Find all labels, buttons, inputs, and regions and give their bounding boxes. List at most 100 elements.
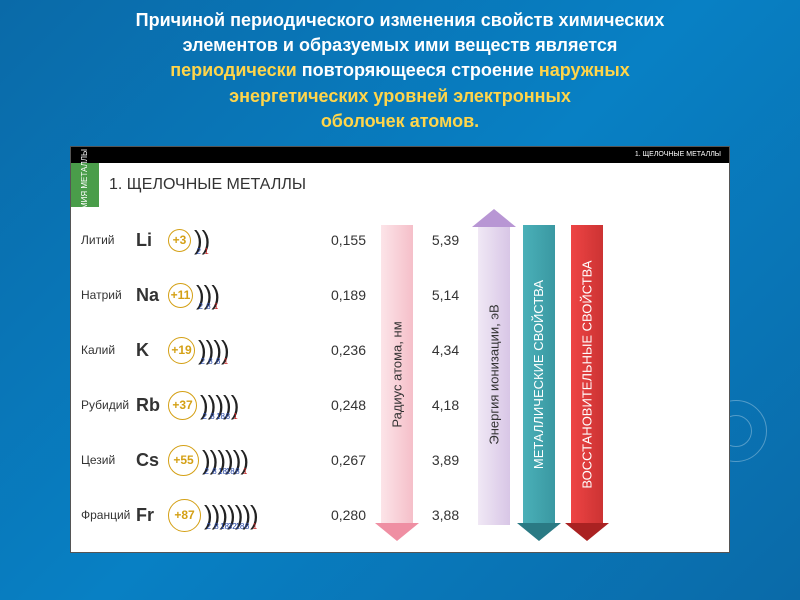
nucleus-badge: +87 <box>168 499 201 532</box>
data-value: 0,155 <box>331 213 366 268</box>
element-symbol: Li <box>136 230 168 251</box>
shell-electron-count: 1 <box>214 302 218 311</box>
shell-electron-count: 8 <box>226 412 230 421</box>
section-title: ХИМИЯ МЕТАЛЛЫ 1. ЩЕЛОЧНЫЕ МЕТАЛЛЫ <box>71 163 729 207</box>
page-title: Причиной периодического изменения свойст… <box>0 0 800 146</box>
element-symbol: Na <box>136 285 168 306</box>
ionization-arrow: Энергия ионизации, эВ <box>476 213 512 543</box>
shell-electron-count: 2 <box>203 412 207 421</box>
arrow-head-icon <box>375 523 419 541</box>
element-row: ЛитийLi+3 )2)1 <box>81 213 321 268</box>
metallic-arrow-body: МЕТАЛЛИЧЕСКИЕ СВОЙСТВА <box>523 225 555 525</box>
radius-arrow-body: Радиус атома, нм <box>381 225 413 525</box>
header-line3a: периодически <box>170 60 297 80</box>
element-symbol: K <box>136 340 168 361</box>
element-symbol: Cs <box>136 450 168 471</box>
electron-shell: )1 <box>211 282 220 308</box>
shell-electron-count: 2 <box>205 467 209 476</box>
shell-electron-count: 1 <box>204 247 208 256</box>
left-vertical-tab: ХИМИЯ МЕТАЛЛЫ <box>71 163 99 207</box>
header-line5: оболочек атомов. <box>321 111 479 131</box>
shell-electron-count: 8 <box>216 357 220 366</box>
electron-shells: )2)8)18)32)18)8)1 <box>205 502 259 528</box>
data-value: 0,248 <box>331 378 366 433</box>
nucleus-badge: +55 <box>168 445 199 476</box>
element-row: ЦезийCs+55)2)8)18)18)8)1 <box>81 433 321 488</box>
left-tab-label: ХИМИЯ МЕТАЛЛЫ <box>81 149 90 220</box>
chart-content: ЛитийLi+3)2)1НатрийNa+11)2)8)1КалийK+19)… <box>71 213 729 547</box>
header-line1: Причиной периодического изменения свойст… <box>136 10 665 30</box>
shell-electron-count: 2 <box>207 522 211 531</box>
radius-label: Радиус атома, нм <box>390 322 405 428</box>
electron-shells: )2)8)8)1 <box>199 337 230 363</box>
metallic-label: МЕТАЛЛИЧЕСКИЕ СВОЙСТВА <box>532 280 547 469</box>
electron-shells: )2)8)18)18)8)1 <box>203 447 249 473</box>
shell-electron-count: 1 <box>233 412 237 421</box>
element-rus-name: Калий <box>81 343 136 357</box>
nucleus-badge: +19 <box>168 337 195 364</box>
shell-electron-count: 2 <box>201 357 205 366</box>
nucleus-badge: +3 <box>168 229 191 252</box>
element-rus-name: Франций <box>81 508 136 522</box>
data-value: 5,39 <box>432 213 459 268</box>
electron-shell: )1 <box>240 447 249 473</box>
reducing-arrow: ВОССТАНОВИТЕЛЬНЫЕ СВОЙСТВА <box>566 213 608 543</box>
arrow-head-icon <box>517 523 561 541</box>
shell-electron-count: 8 <box>214 522 218 531</box>
section-number-title: 1. ЩЕЛОЧНЫЕ МЕТАЛЛЫ <box>109 176 306 194</box>
shell-electron-count: 1 <box>253 522 257 531</box>
element-rus-name: Рубидий <box>81 398 136 412</box>
element-row: НатрийNa+11)2)8)1 <box>81 268 321 323</box>
nucleus-badge: +37 <box>168 391 197 420</box>
data-value: 0,189 <box>331 268 366 323</box>
arrow-head-icon <box>565 523 609 541</box>
ionization-arrow-body: Энергия ионизации, эВ <box>478 225 510 525</box>
tabbar-text: 1. ЩЕЛОЧНЫЕ МЕТАЛЛЫ <box>635 151 721 158</box>
ionization-label: Энергия ионизации, эВ <box>487 305 502 445</box>
element-symbol: Fr <box>136 505 168 526</box>
ionization-values-column: 5,395,144,344,183,893,88 <box>418 213 473 543</box>
element-rus-name: Натрий <box>81 288 136 302</box>
arrow-head-icon <box>472 209 516 227</box>
shell-electron-count: 8 <box>208 357 212 366</box>
element-row: ФранцийFr+87)2)8)18)32)18)8)1 <box>81 488 321 543</box>
electron-shells: )2)1 <box>195 227 210 253</box>
data-value: 4,18 <box>432 378 459 433</box>
radius-arrow: Радиус атома, нм <box>379 213 415 543</box>
shell-electron-count: 8 <box>245 522 249 531</box>
element-rus-name: Литий <box>81 233 136 247</box>
electron-shells: )2)8)1 <box>197 282 220 308</box>
element-rus-name: Цезий <box>81 453 136 467</box>
metallic-arrow: МЕТАЛЛИЧЕСКИЕ СВОЙСТВА <box>518 213 560 543</box>
electron-shell: )1 <box>221 337 230 363</box>
element-symbol: Rb <box>136 395 168 416</box>
shell-electron-count: 1 <box>243 467 247 476</box>
element-row: РубидийRb+37)2)8)18)8)1 <box>81 378 321 433</box>
shell-electron-count: 2 <box>199 302 203 311</box>
electron-shell: )1 <box>231 392 240 418</box>
radius-values-column: 0,1550,1890,2360,2480,2670,280 <box>321 213 376 543</box>
element-row: КалийK+19)2)8)8)1 <box>81 323 321 378</box>
reducing-label: ВОССТАНОВИТЕЛЬНЫЕ СВОЙСТВА <box>580 261 595 489</box>
chart-sheet: 1. ЩЕЛОЧНЫЕ МЕТАЛЛЫ ХИМИЯ МЕТАЛЛЫ 1. ЩЕЛ… <box>70 146 730 553</box>
electron-shell: )1 <box>250 502 259 528</box>
shell-electron-count: 8 <box>206 302 210 311</box>
shell-electron-count: 8 <box>235 467 239 476</box>
element-list: ЛитийLi+3)2)1НатрийNa+11)2)8)1КалийK+19)… <box>81 213 321 543</box>
shell-electron-count: 1 <box>224 357 228 366</box>
reducing-arrow-body: ВОССТАНОВИТЕЛЬНЫЕ СВОЙСТВА <box>571 225 603 525</box>
data-value: 5,14 <box>432 268 459 323</box>
shell-electron-count: 8 <box>210 412 214 421</box>
tabbar: 1. ЩЕЛОЧНЫЕ МЕТАЛЛЫ <box>71 147 729 163</box>
data-value: 0,236 <box>331 323 366 378</box>
electron-shells: )2)8)18)8)1 <box>201 392 239 418</box>
data-value: 0,267 <box>331 433 366 488</box>
shell-electron-count: 2 <box>197 247 201 256</box>
data-value: 3,89 <box>432 433 459 488</box>
header-line4: энергетических уровней электронных <box>229 86 571 106</box>
nucleus-badge: +11 <box>168 283 193 308</box>
data-value: 0,280 <box>331 488 366 543</box>
shell-electron-count: 8 <box>212 467 216 476</box>
header-line3b: повторяющееся строение <box>297 60 539 80</box>
header-line2: элементов и образуемых ими веществ являе… <box>183 35 618 55</box>
